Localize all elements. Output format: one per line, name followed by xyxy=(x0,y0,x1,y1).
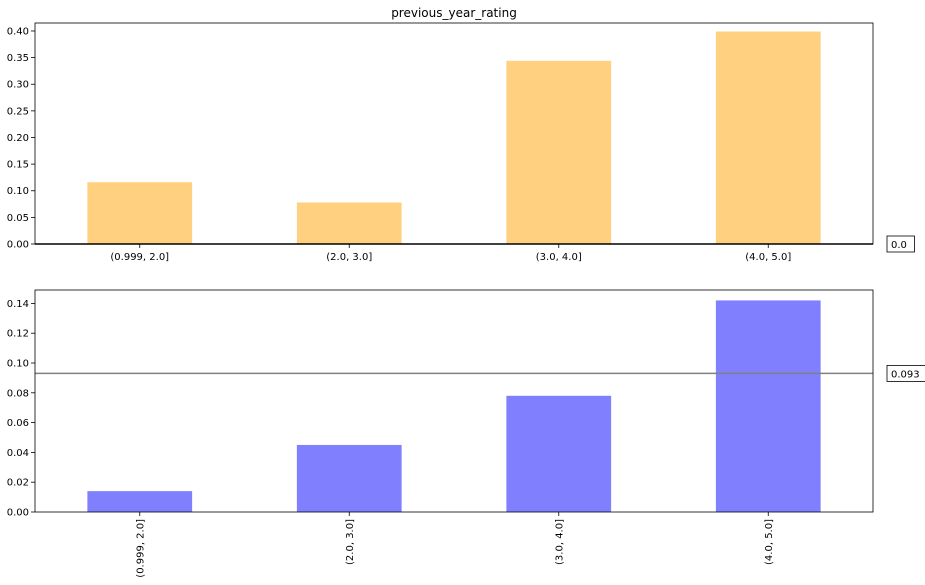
chart-title: previous_year_rating xyxy=(391,6,517,20)
x-tick-label: (0.999, 2.0] xyxy=(110,252,169,263)
x-tick-label: (4.0, 5.0] xyxy=(745,252,791,263)
subplot-2: 0.093 0.00 0.02 0.04 0.06 0.08 0.10 0.12 0.14 (0.… xyxy=(7,289,925,578)
y-tick-label: 0.00 xyxy=(7,240,29,251)
y-tick-label: 0.30 xyxy=(7,80,29,91)
y-tick-label: 0.04 xyxy=(7,448,29,459)
bar xyxy=(715,300,821,512)
y-tick-label: 0.35 xyxy=(7,53,29,64)
x-tick-label: (2.0, 3.0] xyxy=(345,519,356,565)
x-tick-label: (4.0, 5.0] xyxy=(764,519,775,565)
y-tick-label: 0.40 xyxy=(7,26,29,37)
y-tick-label: 0.14 xyxy=(7,299,29,310)
y-tick-label: 0.05 xyxy=(7,213,29,224)
reference-label-box xyxy=(886,235,915,253)
y-tick-label: 0.20 xyxy=(7,133,29,144)
reference-label-box xyxy=(886,365,925,382)
bar xyxy=(715,31,821,245)
x-tick-label: (0.999, 2.0] xyxy=(135,519,146,578)
axes-frame xyxy=(34,22,874,245)
y-tick-label: 0.12 xyxy=(7,329,29,340)
subplot-1: previous_year_rating 0.0 0.00 0.05 0.10 0.15 0… xyxy=(7,6,915,263)
y-tick-label: 0.06 xyxy=(7,418,29,429)
bar xyxy=(506,60,612,245)
x-tick-label: (3.0, 4.0] xyxy=(536,252,582,263)
bar xyxy=(87,182,193,244)
reference-label: 0.0 xyxy=(891,240,907,251)
x-tick-label: (2.0, 3.0] xyxy=(326,252,372,263)
bar xyxy=(296,444,402,512)
reference-label: 0.093 xyxy=(891,369,920,380)
y-tick-label: 0.10 xyxy=(7,359,29,370)
bar xyxy=(87,491,193,512)
y-tick-label: 0.25 xyxy=(7,106,29,117)
axes-frame xyxy=(34,289,874,513)
x-tick-label: (3.0, 4.0] xyxy=(554,519,565,565)
y-tick-label: 0.08 xyxy=(7,388,29,399)
y-tick-label: 0.02 xyxy=(7,478,29,489)
y-tick-label: 0.15 xyxy=(7,160,29,171)
bar xyxy=(506,395,612,512)
y-tick-label: 0.10 xyxy=(7,186,29,197)
bar xyxy=(296,202,402,244)
y-tick-label: 0.00 xyxy=(7,508,29,519)
